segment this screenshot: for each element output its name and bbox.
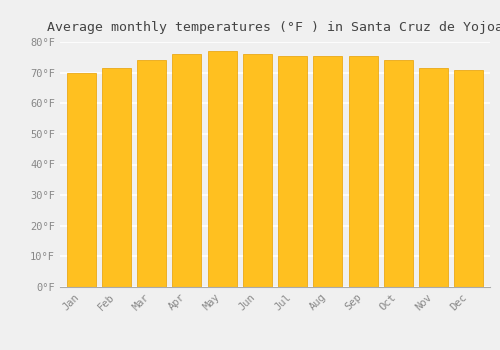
Bar — [278, 56, 307, 287]
Bar — [243, 54, 272, 287]
Bar — [172, 54, 202, 287]
Bar — [66, 73, 96, 287]
Bar — [208, 51, 236, 287]
Bar — [454, 70, 484, 287]
Bar — [419, 68, 448, 287]
Bar — [102, 68, 131, 287]
Bar — [384, 60, 413, 287]
Bar — [314, 56, 342, 287]
Title: Average monthly temperatures (°F ) in Santa Cruz de Yojoa: Average monthly temperatures (°F ) in Sa… — [47, 21, 500, 34]
Bar — [137, 60, 166, 287]
Bar — [348, 56, 378, 287]
